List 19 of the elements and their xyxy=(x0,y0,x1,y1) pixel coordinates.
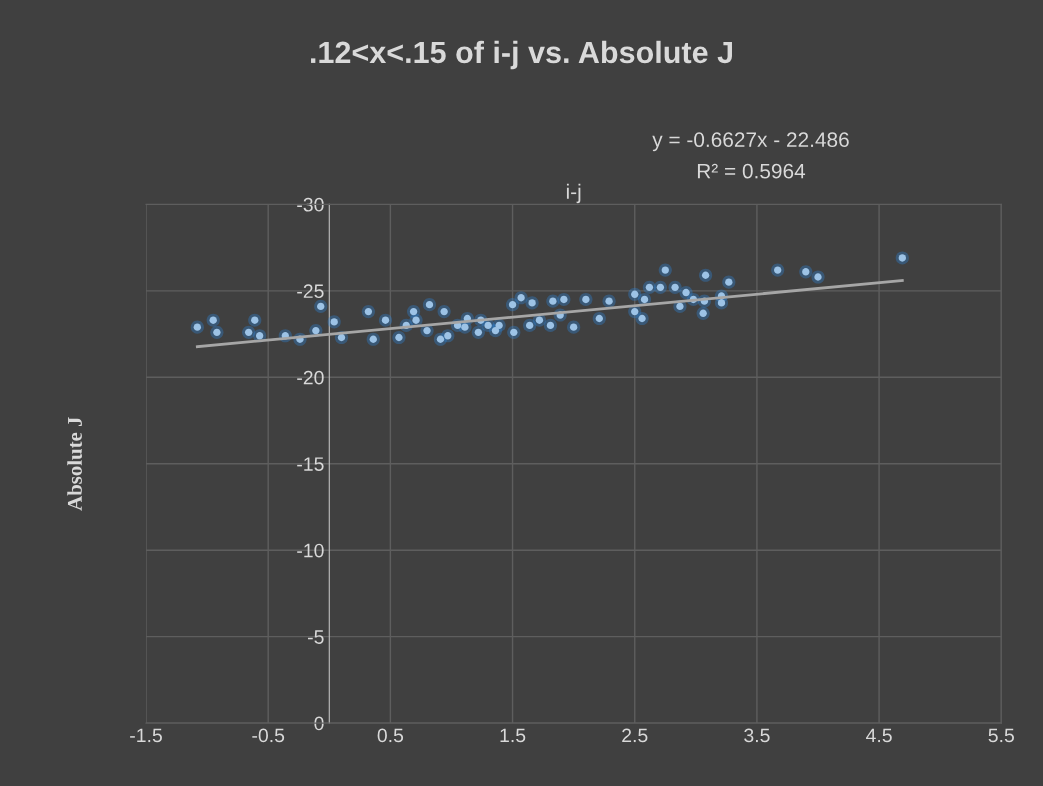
y-tick-label: -25 xyxy=(297,284,324,299)
y-tick-label: -20 xyxy=(297,370,324,385)
x-tick-label: 3.5 xyxy=(744,728,770,743)
x-tick-label: 2.5 xyxy=(622,728,648,743)
x-tick-label: 4.5 xyxy=(866,728,892,743)
text: R² = 0.5964 xyxy=(697,163,806,179)
x-tick-label: 0.5 xyxy=(377,728,404,743)
x-tick-label: 1.5 xyxy=(500,728,526,743)
x-tick-label: 5.5 xyxy=(988,728,1014,743)
text: y = -0.6627x - 22.486 xyxy=(652,132,849,152)
y-axis-title: Absolute J xyxy=(67,417,82,511)
chart-title: .12<x<.15 of i-j vs. Absolute J xyxy=(311,40,732,70)
x-axis-title: i-j xyxy=(566,183,581,204)
y-tick-label: -10 xyxy=(297,543,324,558)
x-tick-label: -1.5 xyxy=(130,728,162,743)
x-tick-label: -0.5 xyxy=(252,728,285,743)
y-tick-label: -15 xyxy=(297,457,324,471)
y-tick-label: 0 xyxy=(314,716,324,731)
y-tick-label: -5 xyxy=(308,630,324,644)
